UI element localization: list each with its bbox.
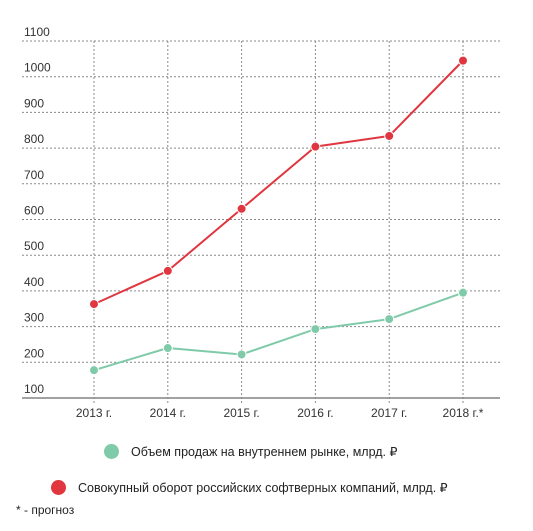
y-tick-label: 900 <box>24 96 44 110</box>
y-tick-label: 500 <box>24 239 44 253</box>
y-tick-label: 800 <box>24 132 44 146</box>
data-point <box>310 324 321 335</box>
data-point <box>310 141 321 152</box>
y-tick-label: 300 <box>24 311 44 325</box>
grid-lines <box>22 40 500 404</box>
data-point <box>89 365 99 376</box>
series-line-1 <box>93 59 464 306</box>
x-axis-ticks: 2013 г. 2014 г. 2015 г. 2016 г. 2017 г. 2018 … <box>76 406 484 420</box>
x-tick-label: 2013 г. <box>76 406 112 420</box>
data-point <box>89 299 99 310</box>
data-point <box>458 287 468 298</box>
data-point <box>162 343 173 354</box>
y-tick-label: 1000 <box>24 61 51 75</box>
y-tick-label: 700 <box>24 168 44 182</box>
y-tick-label: 100 <box>24 382 44 396</box>
x-tick-label: 2014 г. <box>150 406 186 420</box>
series-points <box>89 55 468 376</box>
data-point <box>236 349 247 360</box>
series-line-0 <box>93 291 464 372</box>
x-tick-label: 2016 г. <box>297 406 333 420</box>
y-axis-ticks: 100 200 300 400 500 600 700 800 900 1000 1100 <box>24 25 51 396</box>
y-tick-label: 200 <box>24 346 44 360</box>
data-point <box>384 314 395 325</box>
y-tick-label: 600 <box>24 204 44 218</box>
y-tick-label: 400 <box>24 275 44 289</box>
y-tick-label: 1100 <box>24 25 50 39</box>
data-point <box>236 203 247 214</box>
data-point <box>458 55 468 66</box>
data-point <box>384 130 395 141</box>
series-lines <box>93 59 464 372</box>
data-point <box>162 265 173 276</box>
x-tick-label: 2017 г. <box>371 406 407 420</box>
footnote: * - прогноз <box>16 503 75 517</box>
x-tick-label: 2018 г.* <box>443 406 484 420</box>
x-tick-label: 2015 г. <box>223 406 259 420</box>
